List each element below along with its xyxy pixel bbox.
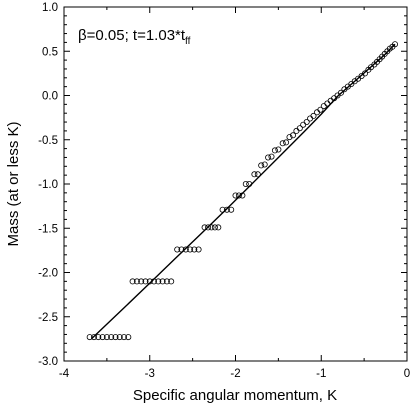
data-point [133,278,140,285]
y-axis-ticks: 1.0 0.5 0.0 -0.5 -1.0 -1.5 -2.0 -2.5 -3.0 [38,2,407,368]
data-point [320,103,327,110]
data-point [150,278,157,285]
data-point [168,278,175,285]
data-point [268,153,275,160]
annotation-main: β=0.05; t=1.03*t [78,27,186,44]
data-point [191,246,198,253]
data-point [254,171,261,178]
data-point [95,334,102,341]
data-point [232,192,239,199]
fit-line-group [90,43,396,340]
y-tick-label: 0.0 [42,91,58,103]
y-tick-label: 1.0 [42,2,58,14]
data-point [271,147,278,154]
data-point [219,206,226,213]
x-axis-title: Specific angular momentum, K [133,387,337,404]
data-point [303,119,310,126]
data-point [116,334,123,341]
data-point [307,115,314,122]
y-tick-label: -0.5 [38,135,58,147]
data-point [195,246,202,253]
data-point [296,125,303,132]
y-tick-label: -2.0 [38,268,58,280]
x-axis-ticks: -4 -3 -2 -1 0 [59,7,410,380]
data-point [103,334,110,341]
data-point [163,278,170,285]
data-point [178,246,185,253]
data-point [258,162,265,169]
data-point [283,139,290,146]
data-point [246,180,253,187]
data-point [182,246,189,253]
data-point [187,246,194,253]
data-points-group [86,41,398,341]
data-point [155,278,162,285]
data-point [205,224,212,231]
data-point [86,334,93,341]
data-point [300,121,307,128]
data-point [239,192,246,199]
annotation-subscript: ff [185,36,191,47]
data-point [313,109,320,116]
data-point [391,41,398,48]
y-axis-title: Mass (at or less K) [5,121,22,246]
data-point [138,278,145,285]
y-tick-label: -1.0 [38,179,58,191]
y-tick-label: -3.0 [38,356,58,368]
data-point [215,224,222,231]
data-point [279,140,286,147]
data-point [251,171,258,178]
data-point [129,278,136,285]
data-point [289,132,296,139]
data-point [125,334,132,341]
x-tick-label: -3 [145,368,155,380]
data-point [310,112,317,119]
data-point [99,334,106,341]
data-point [235,192,242,199]
data-point [201,224,208,231]
data-point [211,224,218,231]
y-tick-label: -2.5 [38,312,58,324]
data-point [108,334,115,341]
data-point [242,180,249,187]
fit-line [90,43,396,340]
data-point [228,206,235,213]
data-point [337,89,344,96]
y-tick-label: -1.5 [38,223,58,235]
data-point [265,154,272,161]
data-point [317,106,324,113]
data-point [112,334,119,341]
x-tick-label: 0 [404,368,410,380]
data-point [223,206,230,213]
data-point [91,334,98,341]
data-point [361,70,368,77]
x-tick-label: -4 [59,368,70,380]
x-tick-label: -2 [230,368,240,380]
data-point [121,334,128,341]
data-point [208,224,215,231]
plot-frame [63,6,408,362]
annotation: β=0.05; t=1.03*tff [78,27,191,47]
data-point [293,127,300,134]
data-point [324,100,331,107]
y-tick-label: 0.5 [42,46,58,58]
data-point [286,134,293,141]
data-point [159,278,166,285]
data-point [174,246,181,253]
data-point [261,161,268,168]
data-point [146,278,153,285]
data-point [275,146,282,153]
data-point [142,278,149,285]
x-tick-label: -1 [316,368,326,380]
data-point [327,97,334,104]
